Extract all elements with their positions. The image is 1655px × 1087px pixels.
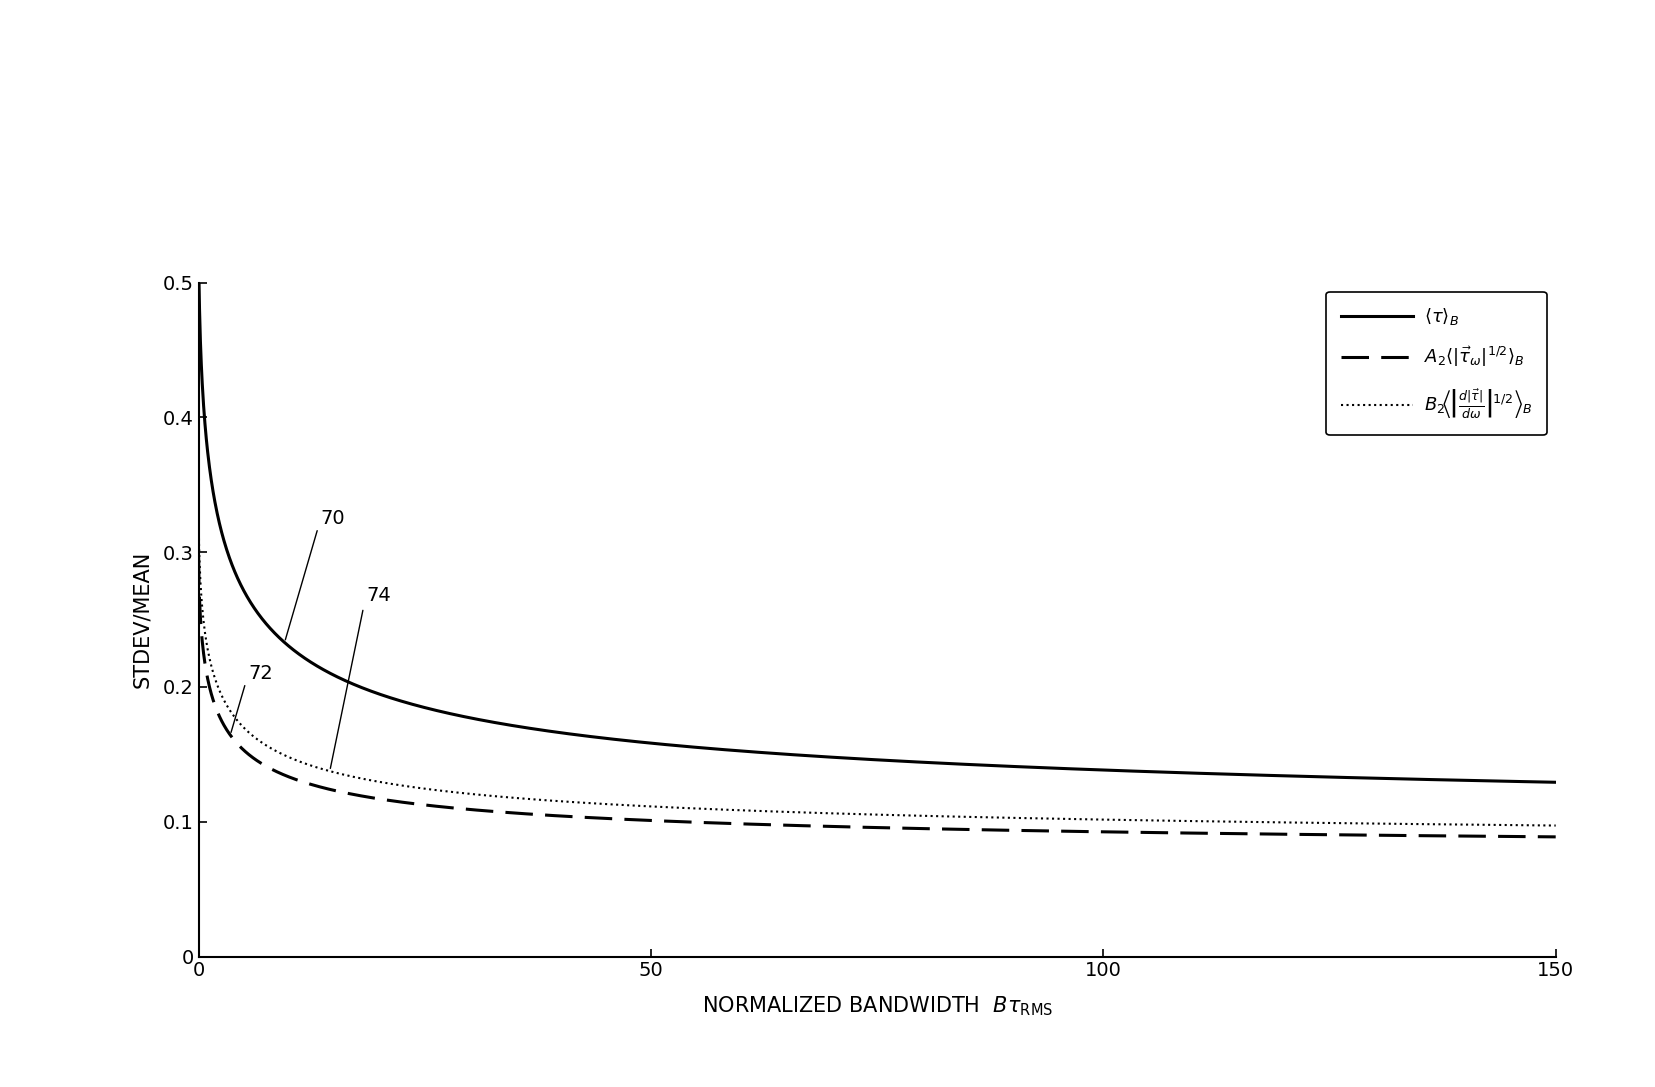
$B_2\!\left\langle\!\left|\frac{d|\vec{\tau}|}{d\omega}\right|^{\!1/2}\right\rangle_B$ — [1519, 819, 1539, 832]
$A_2\langle|\vec{\tau}_\omega|^{1/2}\rangle_B$ — [768, 819, 788, 832]
$\langle\tau\rangle_B$ — [768, 747, 788, 760]
$B_2\!\left\langle\!\left|\frac{d|\vec{\tau}|}{d\omega}\right|^{\!1/2}\right\rangle_B$ — [708, 803, 728, 816]
$A_2\langle|\vec{\tau}_\omega|^{1/2}\rangle_B$ — [1546, 830, 1566, 844]
$B_2\!\left\langle\!\left|\frac{d|\vec{\tau}|}{d\omega}\right|^{\!1/2}\right\rangle_B$ — [768, 805, 788, 819]
Text: 74: 74 — [331, 586, 391, 769]
$\langle\tau\rangle_B$ — [708, 742, 728, 755]
$A_2\langle|\vec{\tau}_\omega|^{1/2}\rangle_B$ — [1374, 828, 1394, 841]
$\langle\tau\rangle_B$ — [1519, 775, 1539, 788]
$A_2\langle|\vec{\tau}_\omega|^{1/2}\rangle_B$ — [1519, 830, 1539, 844]
$\langle\tau\rangle_B$ — [424, 703, 444, 716]
$B_2\!\left\langle\!\left|\frac{d|\vec{\tau}|}{d\omega}\right|^{\!1/2}\right\rangle_B$ — [1374, 817, 1394, 830]
$A_2\langle|\vec{\tau}_\omega|^{1/2}\rangle_B$ — [424, 799, 444, 812]
$\langle\tau\rangle_B$ — [1374, 772, 1394, 785]
$B_2\!\left\langle\!\left|\frac{d|\vec{\tau}|}{d\omega}\right|^{\!1/2}\right\rangle_B$ — [344, 771, 364, 784]
Legend: $\langle\tau\rangle_B$, $A_2\langle|\vec{\tau}_\omega|^{1/2}\rangle_B$, $B_2\!\l: $\langle\tau\rangle_B$, $A_2\langle|\vec… — [1326, 291, 1547, 436]
Text: 72: 72 — [232, 664, 273, 733]
Line: $\langle\tau\rangle_B$: $\langle\tau\rangle_B$ — [199, 234, 1556, 783]
$\langle\tau\rangle_B$ — [1546, 776, 1566, 789]
$A_2\langle|\vec{\tau}_\omega|^{1/2}\rangle_B$ — [189, 550, 209, 563]
Line: $B_2\!\left\langle\!\left|\frac{d|\vec{\tau}|}{d\omega}\right|^{\!1/2}\right\rangle_B$: $B_2\!\left\langle\!\left|\frac{d|\vec{\… — [199, 511, 1556, 825]
$B_2\!\left\langle\!\left|\frac{d|\vec{\tau}|}{d\omega}\right|^{\!1/2}\right\rangle_B$ — [424, 784, 444, 797]
Y-axis label: STDEV/MEAN: STDEV/MEAN — [132, 551, 152, 688]
$B_2\!\left\langle\!\left|\frac{d|\vec{\tau}|}{d\omega}\right|^{\!1/2}\right\rangle_B$ — [1546, 819, 1566, 832]
$B_2\!\left\langle\!\left|\frac{d|\vec{\tau}|}{d\omega}\right|^{\!1/2}\right\rangle_B$ — [189, 504, 209, 517]
X-axis label: NORMALIZED BANDWIDTH  $B\tau_{\mathrm{RMS}}$: NORMALIZED BANDWIDTH $B\tau_{\mathrm{RMS… — [702, 995, 1053, 1017]
$A_2\langle|\vec{\tau}_\omega|^{1/2}\rangle_B$ — [708, 816, 728, 829]
Line: $A_2\langle|\vec{\tau}_\omega|^{1/2}\rangle_B$: $A_2\langle|\vec{\tau}_\omega|^{1/2}\ran… — [199, 557, 1556, 837]
$\langle\tau\rangle_B$ — [344, 677, 364, 690]
$\langle\tau\rangle_B$ — [189, 227, 209, 240]
Text: 70: 70 — [285, 509, 346, 640]
$A_2\langle|\vec{\tau}_\omega|^{1/2}\rangle_B$ — [344, 788, 364, 801]
